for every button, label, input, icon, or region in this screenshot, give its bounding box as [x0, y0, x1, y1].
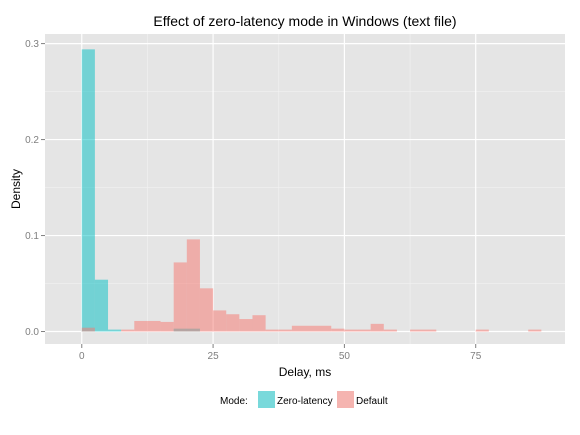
bar-zero-latency	[108, 329, 122, 332]
bar-default	[344, 329, 358, 332]
y-axis-label: Density	[9, 169, 23, 209]
bar-default	[331, 328, 345, 332]
bar-zero-latency	[94, 279, 109, 332]
plot-panel	[45, 34, 565, 344]
bar-default	[160, 321, 174, 332]
legend-swatch-default	[337, 391, 354, 408]
legend-swatch-zero-latency	[258, 391, 275, 408]
x-axis: 0 25 50 75	[79, 344, 482, 362]
bar-default	[173, 262, 187, 332]
chart-title: Effect of zero-latency mode in Windows (…	[153, 13, 456, 29]
legend-label-default: Default	[356, 396, 388, 407]
y-tick-label: 0.2	[25, 135, 39, 146]
bar-default	[291, 325, 332, 332]
y-axis: 0.0 0.1 0.2 0.3	[25, 39, 45, 338]
bar-default	[213, 310, 227, 332]
x-axis-label: Delay, ms	[279, 365, 331, 379]
bar-default	[528, 329, 542, 332]
bar-default	[383, 329, 397, 332]
histogram-bars	[81, 49, 542, 332]
bar-default	[265, 329, 279, 332]
legend-label-zero-latency: Zero-latency	[277, 396, 333, 407]
bar-default	[134, 320, 148, 332]
bar-default	[357, 329, 371, 332]
bar-default	[147, 320, 161, 332]
bar-default	[81, 327, 95, 332]
y-tick-label: 0.0	[25, 327, 39, 338]
x-tick-label: 0	[79, 351, 85, 362]
bar-default	[186, 239, 200, 332]
bar-default	[199, 288, 214, 332]
x-tick-label: 50	[339, 351, 351, 362]
bar-default	[252, 315, 266, 332]
legend-title: Mode:	[220, 396, 248, 407]
bar-default	[410, 329, 437, 332]
bar-default	[226, 314, 240, 332]
bar-default	[475, 329, 489, 332]
bar-default	[121, 329, 135, 332]
y-tick-label: 0.1	[25, 231, 39, 242]
bar-zero-latency	[81, 49, 95, 332]
legend: Mode: Zero-latency Default	[220, 391, 388, 408]
bar-default	[370, 323, 384, 332]
x-tick-label: 75	[470, 351, 482, 362]
bar-default	[239, 319, 253, 332]
bar-default	[278, 329, 292, 332]
x-tick-label: 25	[208, 351, 220, 362]
y-tick-label: 0.3	[25, 39, 39, 50]
